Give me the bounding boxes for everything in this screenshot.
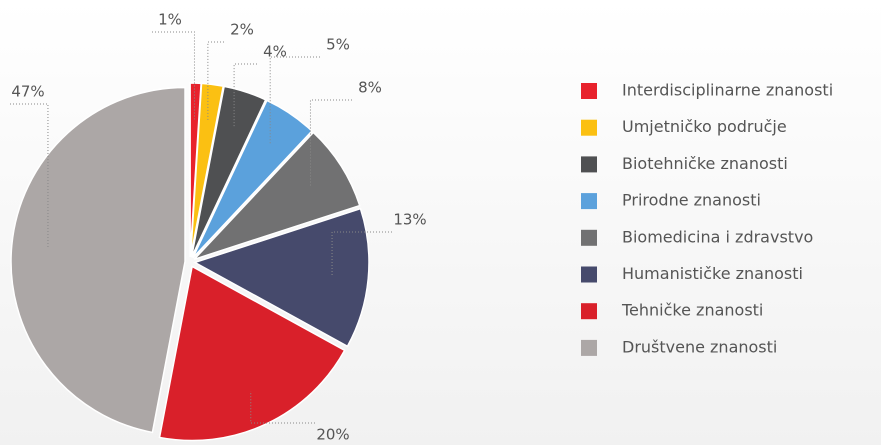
legend-swatch xyxy=(581,303,597,320)
data-label: 20% xyxy=(316,426,349,444)
data-label: 5% xyxy=(326,36,350,54)
legend-label: Interdisciplinarne znanosti xyxy=(622,81,833,100)
data-label: 4% xyxy=(263,43,287,61)
pie-slice xyxy=(158,265,346,442)
legend-label: Prirodne znanosti xyxy=(622,191,761,210)
data-label: 2% xyxy=(230,21,254,39)
pie-slice xyxy=(190,85,267,258)
data-label: 1% xyxy=(158,11,182,29)
pie-slice xyxy=(189,82,225,258)
leader-line xyxy=(10,103,49,249)
legend-label: Humanističke znanosti xyxy=(622,264,803,283)
legend-swatch xyxy=(581,156,597,173)
legend-label: Biotehničke znanosti xyxy=(622,154,788,173)
pie-slice xyxy=(10,86,186,434)
legend-swatch xyxy=(581,266,597,283)
data-label: 13% xyxy=(393,211,426,229)
legend-swatch xyxy=(581,339,597,356)
legend-swatch xyxy=(581,119,597,136)
legend-label: Umjetničko područje xyxy=(622,117,787,136)
legend-label: Društvene znanosti xyxy=(622,337,777,356)
pie-slice xyxy=(192,99,313,259)
legend-label: Tehničke znanosti xyxy=(621,301,763,320)
data-label: 8% xyxy=(358,79,382,97)
pie-slice xyxy=(193,207,370,348)
leader-line xyxy=(152,31,195,120)
legend-swatch xyxy=(581,229,597,246)
data-label: 47% xyxy=(11,83,44,101)
legend-label: Biomedicina i zdravstvo xyxy=(622,227,813,246)
pie-slice xyxy=(193,131,361,261)
legend-swatch xyxy=(581,83,597,99)
legend-swatch xyxy=(581,193,597,210)
leader-line xyxy=(250,391,315,424)
